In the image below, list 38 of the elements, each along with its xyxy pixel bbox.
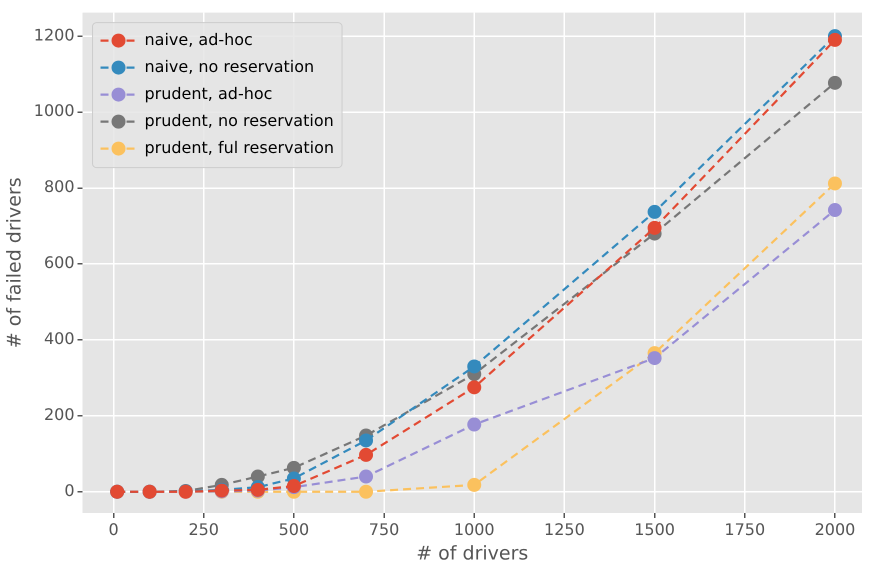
point: [359, 484, 374, 499]
y-tick-label: 0: [64, 480, 75, 500]
y-tick-label: 1200: [34, 25, 75, 44]
x-tick-label: 2000: [814, 520, 856, 539]
point: [467, 380, 482, 394]
x-tick-label: 1000: [454, 520, 495, 539]
legend-label: prudent, ful reservation: [144, 138, 334, 157]
x-tick-label: 250: [188, 520, 219, 539]
x-tick-label: 1500: [634, 520, 675, 539]
legend-label: naive, ad-hoc: [144, 30, 253, 49]
x-tick-label: 1250: [544, 520, 585, 539]
point: [359, 470, 374, 484]
point: [648, 351, 662, 366]
y-axis-title: # of failed drivers: [3, 177, 26, 348]
y-tick-label: 200: [44, 404, 75, 424]
legend-label: prudent, ad-hoc: [144, 84, 272, 103]
point: [828, 32, 842, 47]
legend-label: prudent, no reservation: [144, 110, 334, 130]
y-tick-label: 1000: [34, 101, 75, 120]
point: [828, 76, 842, 90]
point: [467, 359, 482, 374]
point: [359, 448, 374, 462]
x-tick-label: 750: [368, 520, 400, 539]
point: [648, 204, 662, 219]
point: [828, 176, 842, 190]
y-tick-label: 600: [44, 253, 75, 272]
point: [359, 433, 374, 448]
x-tick-label: 0: [108, 520, 119, 539]
point: [648, 220, 662, 235]
x-axis-title: # of drivers: [416, 542, 528, 565]
point: [467, 418, 482, 432]
legend-label: naive, no reservation: [144, 56, 314, 76]
y-tick-label: 400: [44, 329, 75, 348]
y-tick-label: 800: [44, 177, 75, 196]
point: [467, 478, 482, 492]
x-tick-label: 1750: [724, 520, 766, 539]
point: [828, 203, 842, 218]
x-tick-label: 500: [278, 520, 310, 539]
